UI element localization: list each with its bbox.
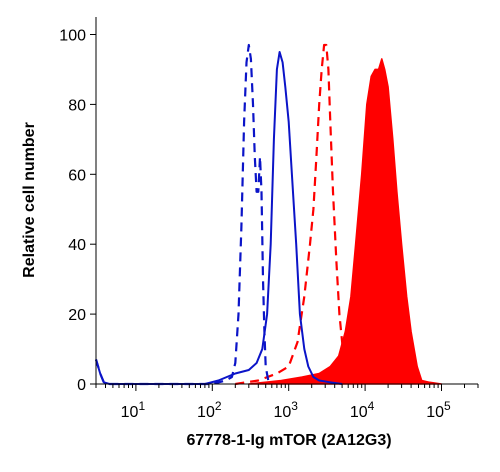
y-tick-labels: 0 20 40 60 80 100 (59, 28, 86, 395)
y-tick-label: 100 (59, 28, 86, 45)
y-axis-title: Relative cell number (21, 122, 38, 278)
x-axis-title: 67778-1-Ig mTOR (2A12G3) (186, 432, 391, 449)
axes (95, 17, 478, 385)
series-blue-solid (95, 51, 343, 385)
x-tick-label: 104 (350, 399, 375, 421)
x-tick-labels: 101 102 103 104 105 (121, 399, 451, 421)
plot-series (94, 43, 443, 386)
y-tick-label: 60 (68, 167, 86, 184)
y-ticks (90, 34, 96, 385)
y-tick-label: 20 (68, 307, 86, 324)
y-tick-label: 40 (68, 237, 86, 254)
x-tick-label: 103 (273, 399, 298, 421)
series-red-dashed (235, 43, 350, 386)
x-tick-label: 105 (426, 399, 451, 421)
x-tick-label: 102 (197, 399, 222, 421)
series-blue-dashed (94, 43, 270, 386)
series-red-filled (248, 58, 443, 385)
x-tick-label: 101 (121, 399, 146, 421)
y-tick-label: 80 (68, 97, 86, 114)
x-ticks (95, 384, 479, 391)
y-tick-label: 0 (77, 377, 86, 394)
